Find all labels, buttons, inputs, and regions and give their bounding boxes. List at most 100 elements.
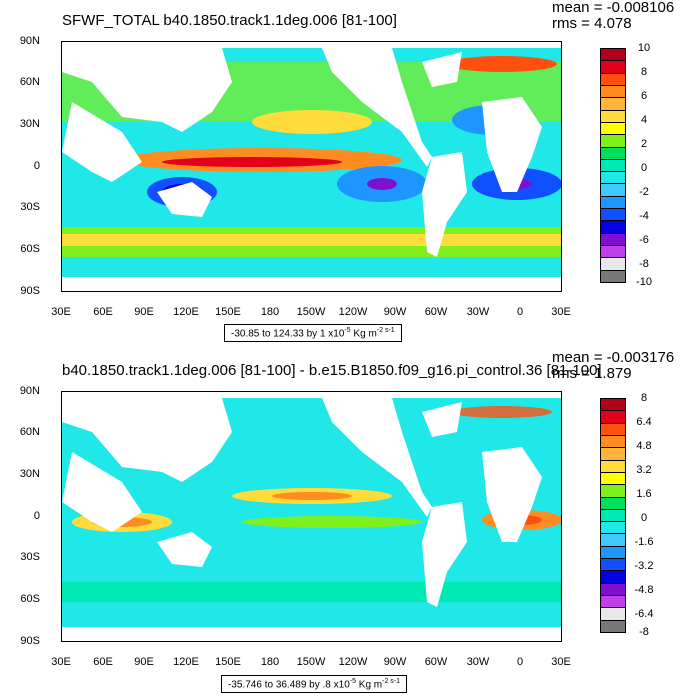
colorbar-swatch bbox=[600, 496, 626, 510]
panel2-colorbar-label: 8 bbox=[640, 392, 648, 404]
panel1-lat-90s: 90S bbox=[20, 285, 40, 297]
colorbar-swatch bbox=[600, 220, 626, 234]
panel1-lat-60n: 60N bbox=[19, 76, 40, 88]
panel1-lat-30s: 30S bbox=[20, 201, 40, 213]
panel2-range-units-exponent: -2 s-1 bbox=[382, 678, 401, 685]
panel1-lon-label: 150E bbox=[215, 306, 241, 318]
panel2-lon-label: 0 bbox=[516, 656, 524, 668]
colorbar-swatch bbox=[600, 459, 626, 473]
panel1-lon-label: 120W bbox=[338, 306, 368, 318]
panel1-colorbar-label: 8 bbox=[640, 66, 648, 78]
panel2-contour-range-box: -35.746 to 36.489 by .8 x10-5 Kg m-2 s-1 bbox=[221, 675, 408, 694]
colorbar-swatch bbox=[600, 121, 626, 136]
panel2-colorbar-label: 6.4 bbox=[636, 416, 652, 428]
panel1-lon-label: 150W bbox=[296, 306, 326, 318]
colorbar-swatch bbox=[600, 545, 626, 560]
panel1-range-units: Kg m bbox=[350, 328, 377, 340]
panel1-lon-label: 90E bbox=[134, 306, 154, 318]
panel2-range-text: -35.746 to 36.489 by .8 x10 bbox=[228, 679, 350, 691]
panel2-lon-label: 120E bbox=[173, 656, 199, 668]
panel2-lat-90n: 90N bbox=[19, 385, 40, 397]
panel1-colorbar-label: 2 bbox=[640, 138, 648, 150]
panel2-lon-label: 120W bbox=[338, 656, 368, 668]
colorbar-swatch bbox=[600, 60, 626, 74]
colorbar-swatch bbox=[600, 484, 626, 498]
colorbar-swatch bbox=[600, 146, 626, 160]
panel2-lat-60n: 60N bbox=[19, 426, 40, 438]
panel1-colorbar-label: -10 bbox=[636, 276, 652, 288]
panel2-colorbar-label: -4.8 bbox=[634, 584, 654, 596]
panel2-lon-label: 150W bbox=[296, 656, 326, 668]
panel1-lon-label: 60W bbox=[424, 306, 448, 318]
panel1-range-units-exponent: -2 s-1 bbox=[376, 327, 395, 334]
colorbar-swatch bbox=[600, 570, 626, 584]
colorbar-swatch bbox=[600, 97, 626, 111]
colorbar-swatch bbox=[600, 195, 626, 210]
panel2-lon-label: 60W bbox=[424, 656, 448, 668]
colorbar-swatch bbox=[600, 521, 626, 535]
panel2-colorbar-label: -3.2 bbox=[634, 560, 654, 572]
panel1-lon-label: 90W bbox=[383, 306, 407, 318]
panel2-lon-label: 150E bbox=[215, 656, 241, 668]
panel2-lon-label: 180 bbox=[260, 656, 280, 668]
panel1-colorbar-label: -2 bbox=[639, 186, 649, 198]
panel2-lat-30s: 30S bbox=[20, 551, 40, 563]
panel1-colorbar bbox=[600, 48, 626, 283]
panel1-lat-0: 0 bbox=[33, 160, 40, 172]
colorbar-swatch bbox=[600, 257, 626, 271]
colorbar-swatch bbox=[600, 607, 626, 621]
colorbar-swatch bbox=[600, 508, 626, 523]
panel2-colorbar bbox=[600, 398, 626, 633]
colorbar-swatch bbox=[600, 109, 626, 123]
colorbar-swatch bbox=[600, 422, 626, 436]
panel1-colorbar-label: 6 bbox=[640, 90, 648, 102]
panel2-lat-60s: 60S bbox=[20, 593, 40, 605]
colorbar-swatch bbox=[600, 447, 626, 461]
panel1-lon-label: 30W bbox=[466, 306, 490, 318]
panel1-lon-label: 120E bbox=[173, 306, 199, 318]
colorbar-swatch bbox=[600, 171, 626, 185]
panel1-mean: mean = -0.008106 bbox=[552, 0, 675, 16]
panel2-lon-label: 90W bbox=[383, 656, 407, 668]
panel1-title: SFWF_TOTAL b40.1850.track1.1deg.006 [81-… bbox=[62, 12, 397, 29]
panel1-lon-label: 180 bbox=[260, 306, 280, 318]
panel2-colorbar-label: -8 bbox=[639, 626, 649, 638]
colorbar-swatch bbox=[600, 582, 626, 597]
colorbar-swatch bbox=[600, 183, 626, 197]
panel1-lat-90n: 90N bbox=[19, 35, 40, 47]
panel2-map bbox=[61, 391, 562, 642]
panel2-range-exponent: -5 bbox=[349, 678, 356, 685]
colorbar-swatch bbox=[600, 84, 626, 99]
panel1-lon-label: 30E bbox=[51, 306, 71, 318]
panel1-lat-60s: 60S bbox=[20, 243, 40, 255]
colorbar-swatch bbox=[600, 434, 626, 449]
colorbar-swatch bbox=[600, 595, 626, 609]
panel1-colorbar-label: -4 bbox=[639, 210, 649, 222]
panel2-lon-label: 30W bbox=[466, 656, 490, 668]
panel2-lat-30n: 30N bbox=[19, 468, 40, 480]
colorbar-swatch bbox=[600, 158, 626, 173]
panel1-colorbar-label: 4 bbox=[640, 114, 648, 126]
panel1-rms: rms = 4.078 bbox=[552, 15, 632, 32]
panel1-field bbox=[62, 42, 561, 291]
colorbar-swatch bbox=[600, 232, 626, 247]
panel2-colorbar-label: -6.4 bbox=[634, 608, 654, 620]
panel2-colorbar-label: 1.6 bbox=[636, 488, 652, 500]
panel2-lat-90s: 90S bbox=[20, 635, 40, 647]
colorbar-swatch bbox=[600, 533, 626, 547]
colorbar-swatch bbox=[600, 48, 626, 62]
colorbar-swatch bbox=[600, 72, 626, 86]
colorbar-swatch bbox=[600, 558, 626, 572]
panel1-colorbar-label: 10 bbox=[637, 42, 651, 54]
panel2-colorbar-label: 0 bbox=[640, 512, 648, 524]
panel1-range-text: -30.85 to 124.33 by 1 x10 bbox=[231, 328, 345, 340]
colorbar-swatch bbox=[600, 619, 626, 633]
colorbar-swatch bbox=[600, 208, 626, 222]
panel2-rms: rms = 1.879 bbox=[552, 365, 632, 382]
panel2-lon-label: 90E bbox=[134, 656, 154, 668]
panel2-lat-0: 0 bbox=[33, 510, 40, 522]
colorbar-swatch bbox=[600, 245, 626, 259]
panel2-title: b40.1850.track1.1deg.006 [81-100] - b.e1… bbox=[62, 362, 602, 379]
panel1-range-exponent: -5 bbox=[344, 327, 351, 334]
panel1-lon-label: 60E bbox=[93, 306, 113, 318]
